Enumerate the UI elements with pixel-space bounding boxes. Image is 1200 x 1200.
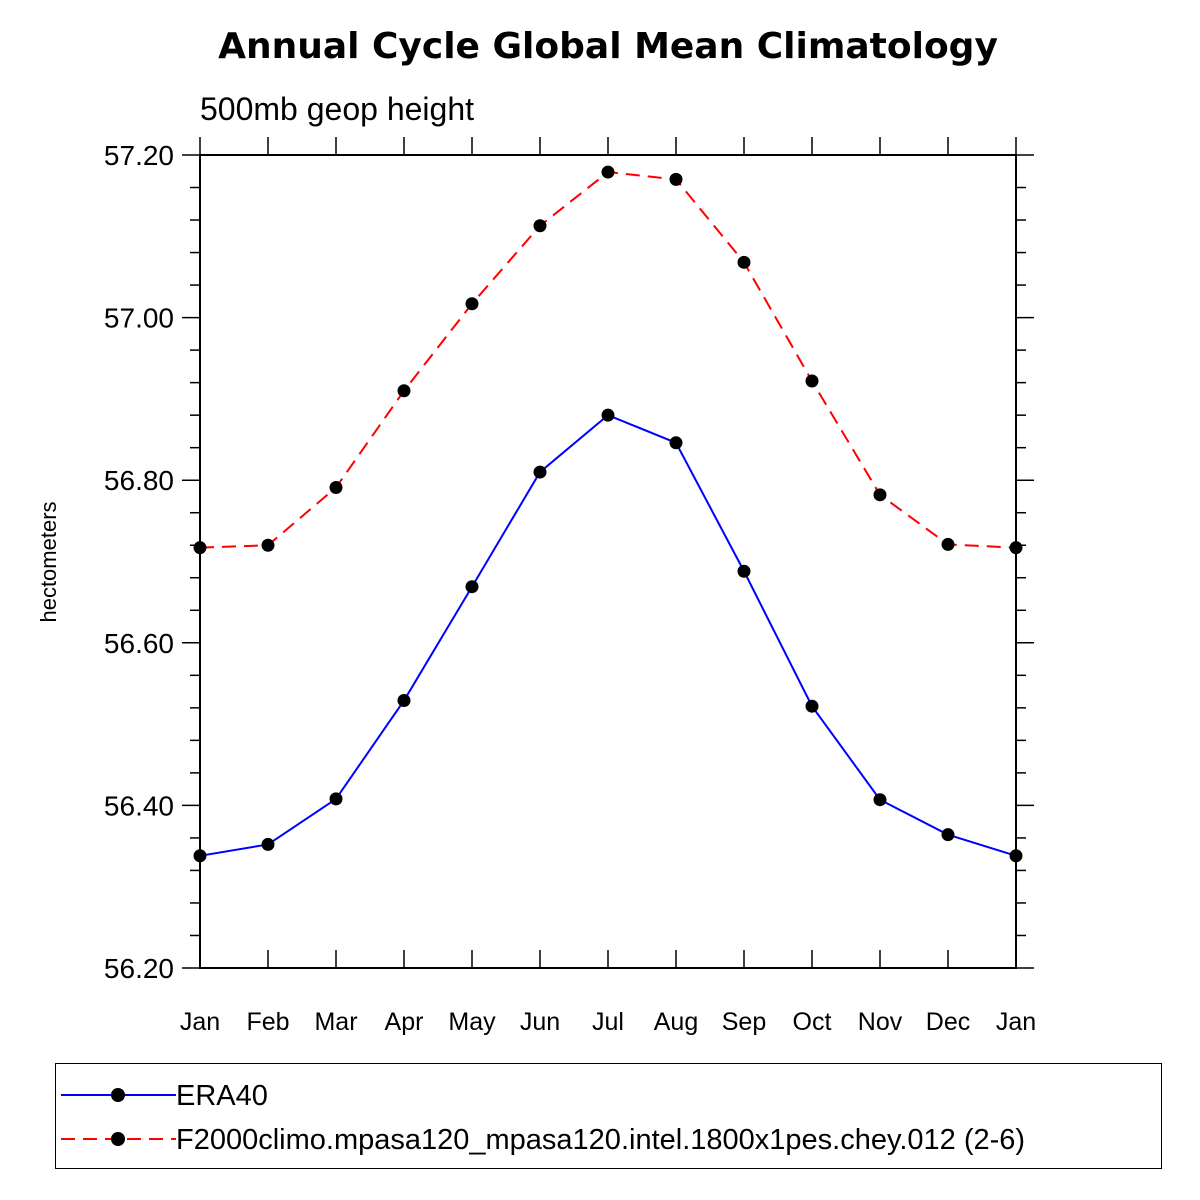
x-tick-label: Feb — [246, 1008, 289, 1036]
chart-subtitle: 500mb geop height — [200, 91, 474, 127]
data-point-series-0 — [737, 564, 751, 578]
y-tick-label: 56.80 — [104, 465, 174, 496]
x-tick-label: Jul — [592, 1008, 624, 1036]
x-tick-label: Aug — [654, 1008, 698, 1036]
data-point-series-1 — [805, 374, 819, 388]
y-tick-label: 56.40 — [104, 790, 174, 821]
data-point-series-1 — [737, 255, 751, 269]
data-point-series-0 — [397, 694, 411, 708]
x-axis-ticks: Jan Feb Mar Apr May Jun Jul Aug Sep Oct Nov Dec Jan — [180, 137, 1036, 1036]
legend-item-era40: ERA40 — [56, 1076, 1161, 1116]
legend-item-f2000: F2000climo.mpasa120_mpasa120.intel.1800x… — [56, 1120, 1161, 1160]
chart-title: Annual Cycle Global Mean Climatology — [218, 26, 998, 67]
data-point-series-0 — [193, 849, 207, 863]
x-tick-label: Jun — [520, 1008, 560, 1036]
x-tick-label: Oct — [793, 1008, 832, 1036]
legend-label-f2000: F2000climo.mpasa120_mpasa120.intel.1800x… — [176, 1124, 1026, 1156]
legend-marker-f2000 — [111, 1132, 125, 1146]
data-point-series-0 — [465, 580, 479, 594]
series-line-0 — [199, 414, 1017, 857]
data-point-series-1 — [397, 384, 411, 398]
plot-border — [199, 154, 1017, 969]
x-tick-label: Mar — [314, 1008, 357, 1036]
data-point-series-1 — [873, 488, 887, 502]
y-axis-label: hectometers — [36, 501, 61, 622]
x-tick-label: Apr — [385, 1008, 424, 1036]
data-point-series-0 — [329, 792, 343, 806]
legend-swatch-f2000 — [61, 1132, 176, 1146]
x-tick-label: May — [448, 1008, 496, 1036]
data-point-series-0 — [1009, 849, 1023, 863]
data-point-series-1 — [601, 165, 615, 179]
legend: ERA40 F2000climo.mpasa120_mpasa120.intel… — [55, 1063, 1162, 1169]
legend-label-era40: ERA40 — [176, 1080, 268, 1112]
y-axis-ticks: 56.20 56.40 56.60 56.80 57.00 57.20 — [104, 140, 1034, 984]
series-line-1 — [199, 171, 1017, 549]
data-point-series-1 — [941, 537, 955, 551]
data-point-series-0 — [873, 793, 887, 807]
y-tick-label: 57.00 — [104, 303, 174, 334]
y-tick-label: 56.20 — [104, 953, 174, 984]
series-layer — [193, 165, 1023, 863]
x-tick-label: Nov — [858, 1008, 903, 1036]
data-point-series-1 — [669, 172, 683, 186]
data-point-series-0 — [601, 408, 615, 422]
data-point-series-0 — [669, 436, 683, 450]
x-tick-label: Jan — [996, 1008, 1036, 1036]
data-point-series-1 — [465, 297, 479, 311]
y-tick-label: 56.60 — [104, 628, 174, 659]
data-point-series-1 — [329, 481, 343, 495]
data-point-series-1 — [533, 219, 547, 233]
data-point-series-1 — [1009, 541, 1023, 555]
data-point-series-0 — [805, 699, 819, 713]
legend-marker-era40 — [111, 1088, 125, 1102]
data-point-series-0 — [261, 837, 275, 851]
data-point-series-0 — [941, 828, 955, 842]
data-point-series-1 — [193, 541, 207, 555]
data-point-series-0 — [533, 465, 547, 479]
x-tick-label: Sep — [722, 1008, 766, 1036]
y-tick-label: 57.20 — [104, 140, 174, 171]
legend-swatch-era40 — [61, 1088, 176, 1102]
x-tick-label: Jan — [180, 1008, 220, 1036]
plot-frame — [199, 154, 1017, 969]
data-point-series-1 — [261, 538, 275, 552]
x-tick-label: Dec — [926, 1008, 970, 1036]
